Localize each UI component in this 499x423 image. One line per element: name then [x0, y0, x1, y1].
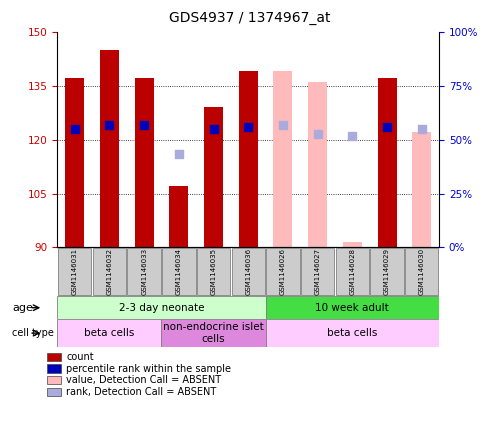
Bar [47, 353, 60, 361]
Bar [197, 248, 230, 295]
Point [244, 124, 252, 130]
Text: GSM1146033: GSM1146033 [141, 248, 147, 295]
Bar [47, 364, 60, 373]
Bar [405, 248, 439, 295]
Bar [127, 248, 161, 295]
Bar [343, 242, 362, 247]
Point [175, 151, 183, 157]
Bar [162, 319, 265, 347]
Point [140, 122, 148, 129]
Bar [301, 248, 334, 295]
Text: GSM1146035: GSM1146035 [211, 248, 217, 295]
Text: non-endocrine islet
cells: non-endocrine islet cells [163, 322, 264, 344]
Point [348, 132, 356, 139]
Bar [266, 248, 299, 295]
Text: GSM1146030: GSM1146030 [419, 248, 425, 295]
Text: beta cells: beta cells [84, 328, 135, 338]
Bar [232, 248, 265, 295]
Point [71, 126, 79, 132]
Bar [412, 132, 431, 247]
Bar [65, 79, 84, 247]
Text: value, Detection Call = ABSENT: value, Detection Call = ABSENT [66, 375, 221, 385]
Point [105, 122, 113, 129]
Bar [47, 376, 60, 385]
Text: count: count [66, 352, 94, 362]
Bar [265, 319, 439, 347]
Text: GSM1146031: GSM1146031 [72, 248, 78, 295]
Point [279, 122, 287, 129]
Bar [57, 319, 162, 347]
Text: percentile rank within the sample: percentile rank within the sample [66, 363, 231, 374]
Bar [162, 248, 196, 295]
Bar [204, 107, 223, 247]
Text: GSM1146029: GSM1146029 [384, 248, 390, 295]
Point [383, 124, 391, 130]
Bar [265, 296, 439, 319]
Bar [273, 71, 292, 247]
Text: GSM1146036: GSM1146036 [245, 248, 251, 295]
Bar [378, 79, 397, 247]
Point [314, 131, 322, 137]
Text: GSM1146032: GSM1146032 [106, 248, 112, 295]
Bar [135, 79, 154, 247]
Text: 2-3 day neonate: 2-3 day neonate [119, 303, 204, 313]
Bar [169, 187, 189, 247]
Point [210, 126, 218, 132]
Text: GDS4937 / 1374967_at: GDS4937 / 1374967_at [169, 11, 330, 25]
Text: GSM1146026: GSM1146026 [280, 248, 286, 295]
Text: beta cells: beta cells [327, 328, 378, 338]
Bar [57, 296, 265, 319]
Bar [336, 248, 369, 295]
Text: GSM1146027: GSM1146027 [315, 248, 321, 295]
Text: 10 week adult: 10 week adult [315, 303, 389, 313]
Bar [239, 71, 258, 247]
Bar [93, 248, 126, 295]
Point [418, 126, 426, 132]
Text: GSM1146028: GSM1146028 [349, 248, 355, 295]
Bar [47, 387, 60, 396]
Bar [100, 50, 119, 247]
Text: GSM1146034: GSM1146034 [176, 248, 182, 295]
Text: age: age [12, 303, 33, 313]
Text: cell type: cell type [12, 328, 54, 338]
Bar [370, 248, 404, 295]
Text: rank, Detection Call = ABSENT: rank, Detection Call = ABSENT [66, 387, 217, 397]
Bar [58, 248, 91, 295]
Bar [308, 82, 327, 247]
